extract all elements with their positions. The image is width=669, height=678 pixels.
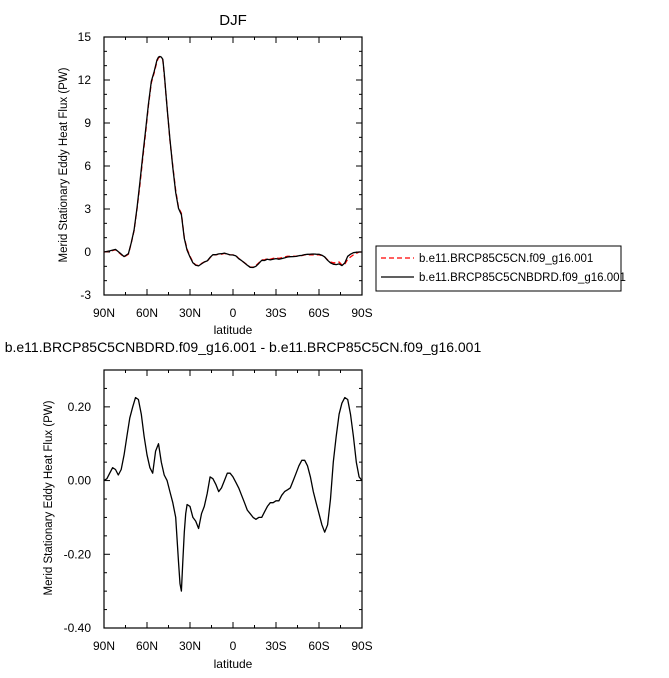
top-x-tick-label: 90N	[93, 306, 115, 320]
bottom-chart-ylabel: Merid Stationary Eddy Heat Flux (PW)	[43, 400, 55, 595]
bottom-x-tick-label: 30N	[179, 639, 201, 653]
bottom-chart-xlabel: latitude	[214, 657, 253, 671]
top-chart-axes: 90N 60N 30N 0 30S 60S 90S -3 0 3 6 9 12 15	[78, 30, 373, 320]
bottom-x-tick-label: 60N	[136, 639, 158, 653]
bottom-x-tick-label: 30S	[265, 639, 286, 653]
top-chart-legend: b.e11.BRCP85C5CN.f09_g16.001 b.e11.BRCP8…	[375, 245, 626, 292]
top-x-tick-label: 60N	[136, 306, 158, 320]
top-x-tick-label: 90S	[351, 306, 372, 320]
legend-frame	[375, 245, 622, 292]
top-series-line-1	[103, 55, 362, 269]
top-y-tick-label: 15	[78, 30, 92, 44]
top-y-tick-label: 9	[84, 116, 91, 130]
top-chart-xlabel: latitude	[214, 323, 253, 337]
bottom-x-tick-label: 0	[230, 639, 237, 653]
bottom-y-tick-label: -0.40	[64, 621, 92, 635]
bottom-x-tick-label: 90N	[93, 639, 115, 653]
top-chart-ylabel: Merid Stationary Eddy Heat Flux (PW)	[58, 67, 70, 262]
top-x-tick-label: 30N	[179, 306, 201, 320]
bottom-series-line-0	[103, 396, 363, 592]
top-chart-title: DJF	[219, 12, 247, 29]
bottom-chart-title: b.e11.BRCP85C5CNBDRD.f09_g16.001 - b.e11…	[5, 339, 482, 355]
top-x-tick-label: 60S	[308, 306, 329, 320]
bottom-y-tick-label: 0.20	[68, 400, 92, 414]
bottom-chart: b.e11.BRCP85C5CNBDRD.f09_g16.001 - b.e11…	[5, 339, 482, 671]
top-x-tick-label: 30S	[265, 306, 286, 320]
legend-label-exp: b.e11.BRCP85C5CNBDRD.f09_g16.001	[419, 272, 626, 284]
top-chart-series	[103, 55, 362, 269]
bottom-chart-axes: 90N 60N 30N 0 30S 60S 90S -0.40 -0.20 0.00 0.20	[64, 369, 373, 653]
bottom-x-tick-label: 60S	[308, 639, 329, 653]
top-y-tick-label: 12	[78, 73, 92, 87]
legend-label-ctrl: b.e11.BRCP85C5CN.f09_g16.001	[419, 253, 593, 265]
top-y-tick-label: -3	[80, 288, 91, 302]
top-x-tick-label: 0	[230, 306, 237, 320]
top-y-tick-label: 3	[84, 202, 91, 216]
top-chart: DJF Merid Stationary Eddy Heat Flux (PW)…	[58, 12, 626, 337]
bottom-plot-frame	[103, 369, 363, 629]
bottom-x-tick-label: 90S	[351, 639, 372, 653]
bottom-chart-series	[103, 396, 363, 592]
top-y-tick-label: 6	[84, 159, 91, 173]
bottom-y-tick-label: -0.20	[64, 547, 92, 561]
bottom-y-tick-label: 0.00	[68, 474, 92, 488]
top-y-tick-label: 0	[84, 245, 91, 259]
